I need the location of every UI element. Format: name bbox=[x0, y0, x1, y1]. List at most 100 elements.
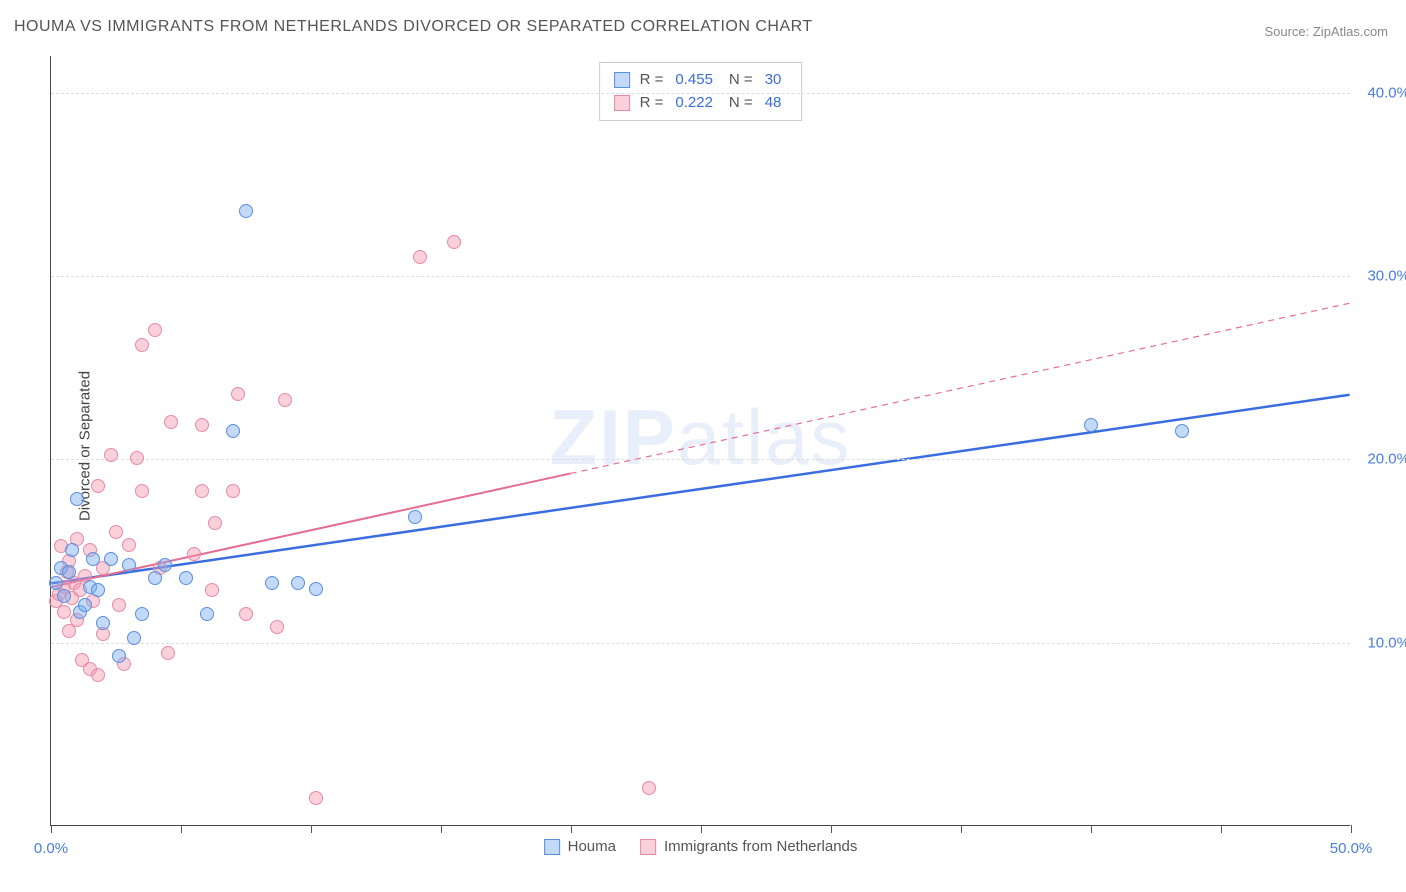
scatter-point bbox=[239, 204, 253, 218]
scatter-point bbox=[226, 484, 240, 498]
chart-plot-area: ZIPatlas R = 0.455 N = 30 R = 0.222 N = … bbox=[50, 56, 1350, 826]
scatter-point bbox=[122, 538, 136, 552]
x-tick bbox=[961, 825, 962, 833]
scatter-point bbox=[408, 510, 422, 524]
x-tick bbox=[1351, 825, 1352, 833]
scatter-point bbox=[195, 484, 209, 498]
scatter-point bbox=[158, 558, 172, 572]
scatter-point bbox=[164, 415, 178, 429]
scatter-point bbox=[278, 393, 292, 407]
n-value: 30 bbox=[765, 69, 782, 92]
scatter-point bbox=[447, 235, 461, 249]
scatter-point bbox=[179, 571, 193, 585]
scatter-point bbox=[265, 576, 279, 590]
swatch-icon bbox=[640, 839, 656, 855]
watermark-rest: atlas bbox=[677, 392, 852, 480]
r-label: R = bbox=[640, 92, 664, 115]
watermark-bold: ZIP bbox=[549, 392, 676, 480]
scatter-point bbox=[78, 598, 92, 612]
y-tick-label: 30.0% bbox=[1367, 268, 1406, 285]
x-tick bbox=[1091, 825, 1092, 833]
x-tick bbox=[51, 825, 52, 833]
scatter-point bbox=[86, 552, 100, 566]
scatter-point bbox=[195, 418, 209, 432]
legend-label: Houma bbox=[568, 838, 616, 855]
scatter-point bbox=[112, 598, 126, 612]
scatter-point bbox=[96, 616, 110, 630]
scatter-point bbox=[161, 646, 175, 660]
scatter-point bbox=[91, 668, 105, 682]
legend-item-houma: Houma bbox=[544, 838, 616, 855]
x-tick-label: 0.0% bbox=[34, 840, 68, 857]
x-tick-label: 50.0% bbox=[1330, 840, 1373, 857]
x-tick bbox=[441, 825, 442, 833]
scatter-point bbox=[135, 484, 149, 498]
r-value: 0.455 bbox=[675, 69, 713, 92]
x-tick bbox=[1221, 825, 1222, 833]
scatter-point bbox=[135, 338, 149, 352]
scatter-point bbox=[231, 387, 245, 401]
scatter-point bbox=[104, 448, 118, 462]
r-label: R = bbox=[640, 69, 664, 92]
scatter-point bbox=[130, 451, 144, 465]
corr-row-houma: R = 0.455 N = 30 bbox=[614, 69, 788, 92]
gridline bbox=[51, 643, 1350, 644]
legend-label: Immigrants from Netherlands bbox=[664, 838, 857, 855]
scatter-point bbox=[57, 589, 71, 603]
source-attribution: Source: ZipAtlas.com bbox=[1264, 24, 1388, 39]
scatter-point bbox=[70, 492, 84, 506]
scatter-point bbox=[270, 620, 284, 634]
scatter-point bbox=[148, 323, 162, 337]
x-tick bbox=[701, 825, 702, 833]
swatch-icon bbox=[614, 95, 630, 111]
scatter-point bbox=[187, 547, 201, 561]
swatch-icon bbox=[544, 839, 560, 855]
scatter-point bbox=[208, 516, 222, 530]
scatter-point bbox=[239, 607, 253, 621]
corr-row-netherlands: R = 0.222 N = 48 bbox=[614, 92, 788, 115]
x-tick bbox=[181, 825, 182, 833]
watermark: ZIPatlas bbox=[549, 391, 851, 482]
scatter-point bbox=[200, 607, 214, 621]
scatter-point bbox=[57, 605, 71, 619]
legend-item-netherlands: Immigrants from Netherlands bbox=[640, 838, 857, 855]
x-tick bbox=[311, 825, 312, 833]
scatter-point bbox=[642, 781, 656, 795]
scatter-point bbox=[127, 631, 141, 645]
scatter-point bbox=[1175, 424, 1189, 438]
r-value: 0.222 bbox=[675, 92, 713, 115]
y-tick-label: 40.0% bbox=[1367, 84, 1406, 101]
series-legend: Houma Immigrants from Netherlands bbox=[544, 838, 858, 855]
scatter-point bbox=[65, 543, 79, 557]
y-tick-label: 10.0% bbox=[1367, 634, 1406, 651]
scatter-point bbox=[49, 576, 63, 590]
scatter-point bbox=[112, 649, 126, 663]
n-value: 48 bbox=[765, 92, 782, 115]
scatter-point bbox=[291, 576, 305, 590]
y-tick-label: 20.0% bbox=[1367, 451, 1406, 468]
gridline bbox=[51, 276, 1350, 277]
n-label: N = bbox=[729, 69, 753, 92]
scatter-point bbox=[413, 250, 427, 264]
scatter-point bbox=[104, 552, 118, 566]
scatter-point bbox=[62, 565, 76, 579]
chart-title: HOUMA VS IMMIGRANTS FROM NETHERLANDS DIV… bbox=[14, 18, 813, 36]
scatter-point bbox=[309, 791, 323, 805]
gridline bbox=[51, 93, 1350, 94]
regression-lines bbox=[51, 56, 1350, 825]
scatter-point bbox=[122, 558, 136, 572]
n-label: N = bbox=[729, 92, 753, 115]
scatter-point bbox=[109, 525, 123, 539]
scatter-point bbox=[309, 582, 323, 596]
swatch-icon bbox=[614, 72, 630, 88]
scatter-point bbox=[205, 583, 219, 597]
scatter-point bbox=[148, 571, 162, 585]
scatter-point bbox=[1084, 418, 1098, 432]
x-tick bbox=[571, 825, 572, 833]
scatter-point bbox=[91, 479, 105, 493]
correlation-legend: R = 0.455 N = 30 R = 0.222 N = 48 bbox=[599, 62, 803, 121]
x-tick bbox=[831, 825, 832, 833]
scatter-point bbox=[91, 583, 105, 597]
gridline bbox=[51, 459, 1350, 460]
scatter-point bbox=[226, 424, 240, 438]
